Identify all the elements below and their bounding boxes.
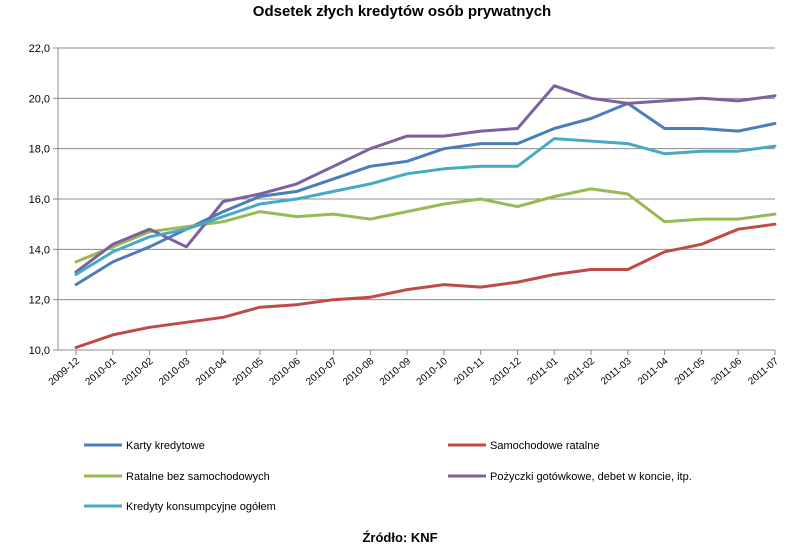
x-tick-label: 2011-03 (599, 356, 634, 388)
x-tick-label: 2010-10 (415, 356, 451, 388)
x-tick-label: 2010-05 (231, 356, 267, 388)
y-tick-label: 22,0 (29, 43, 50, 55)
x-tick-label: 2010-11 (452, 356, 487, 388)
legend-label: Karty kredytowe (126, 440, 205, 452)
x-tick-label: 2010-04 (194, 356, 230, 388)
y-tick-label: 18,0 (29, 144, 50, 156)
x-tick-label: 2011-01 (526, 356, 561, 388)
gridlines (57, 47, 775, 351)
x-tick-label: 2010-06 (267, 356, 303, 388)
x-tick-label: 2009-12 (47, 356, 83, 388)
x-axis-ticks: 2009-12 2010-01 2010-02 2010-03 2010-04 2010-… (47, 350, 781, 388)
x-tick-label: 2010-09 (378, 356, 414, 388)
x-tick-label: 2011-05 (673, 356, 708, 388)
y-tick-label: 20,0 (29, 93, 50, 105)
series-line-4 (74, 137, 777, 276)
legend: Karty kredytowe Samochodowe ratalne Rataln… (84, 440, 692, 513)
source-note: Źródło: KNF (362, 530, 437, 545)
x-tick-label: 2010-03 (157, 356, 193, 388)
x-tick-label: 2011-06 (710, 356, 745, 388)
y-tick-label: 12,0 (29, 295, 50, 307)
legend-label: Ratalne bez samochodowych (126, 471, 270, 483)
x-tick-label: 2010-08 (341, 356, 377, 388)
y-tick-label: 10,0 (29, 345, 50, 357)
series-line-0 (74, 101, 777, 287)
series-line-3 (74, 84, 777, 274)
series-line-1 (74, 222, 777, 349)
legend-label: Samochodowe ratalne (490, 440, 599, 452)
legend-label: Pożyczki gotówkowe, debet w koncie, itp. (490, 471, 692, 483)
x-tick-label: 2011-02 (562, 356, 597, 388)
x-tick-label: 2010-07 (304, 356, 340, 388)
x-tick-label: 2010-01 (84, 356, 120, 388)
chart-title: Odsetek złych kredytów osób prywatnych (253, 3, 551, 20)
x-tick-label: 2011-07 (746, 356, 781, 388)
legend-label: Kredyty konsumpcyjne ogółem (126, 501, 276, 513)
x-tick-label: 2010-12 (488, 356, 524, 388)
x-tick-label: 2011-04 (636, 356, 671, 388)
y-axis-ticks: 10,0 12,0 14,0 16,0 18,0 20,0 22,0 (29, 43, 58, 357)
y-tick-label: 14,0 (29, 244, 50, 256)
x-tick-label: 2010-02 (120, 356, 156, 388)
y-tick-label: 16,0 (29, 194, 50, 206)
series-lines (74, 84, 777, 349)
